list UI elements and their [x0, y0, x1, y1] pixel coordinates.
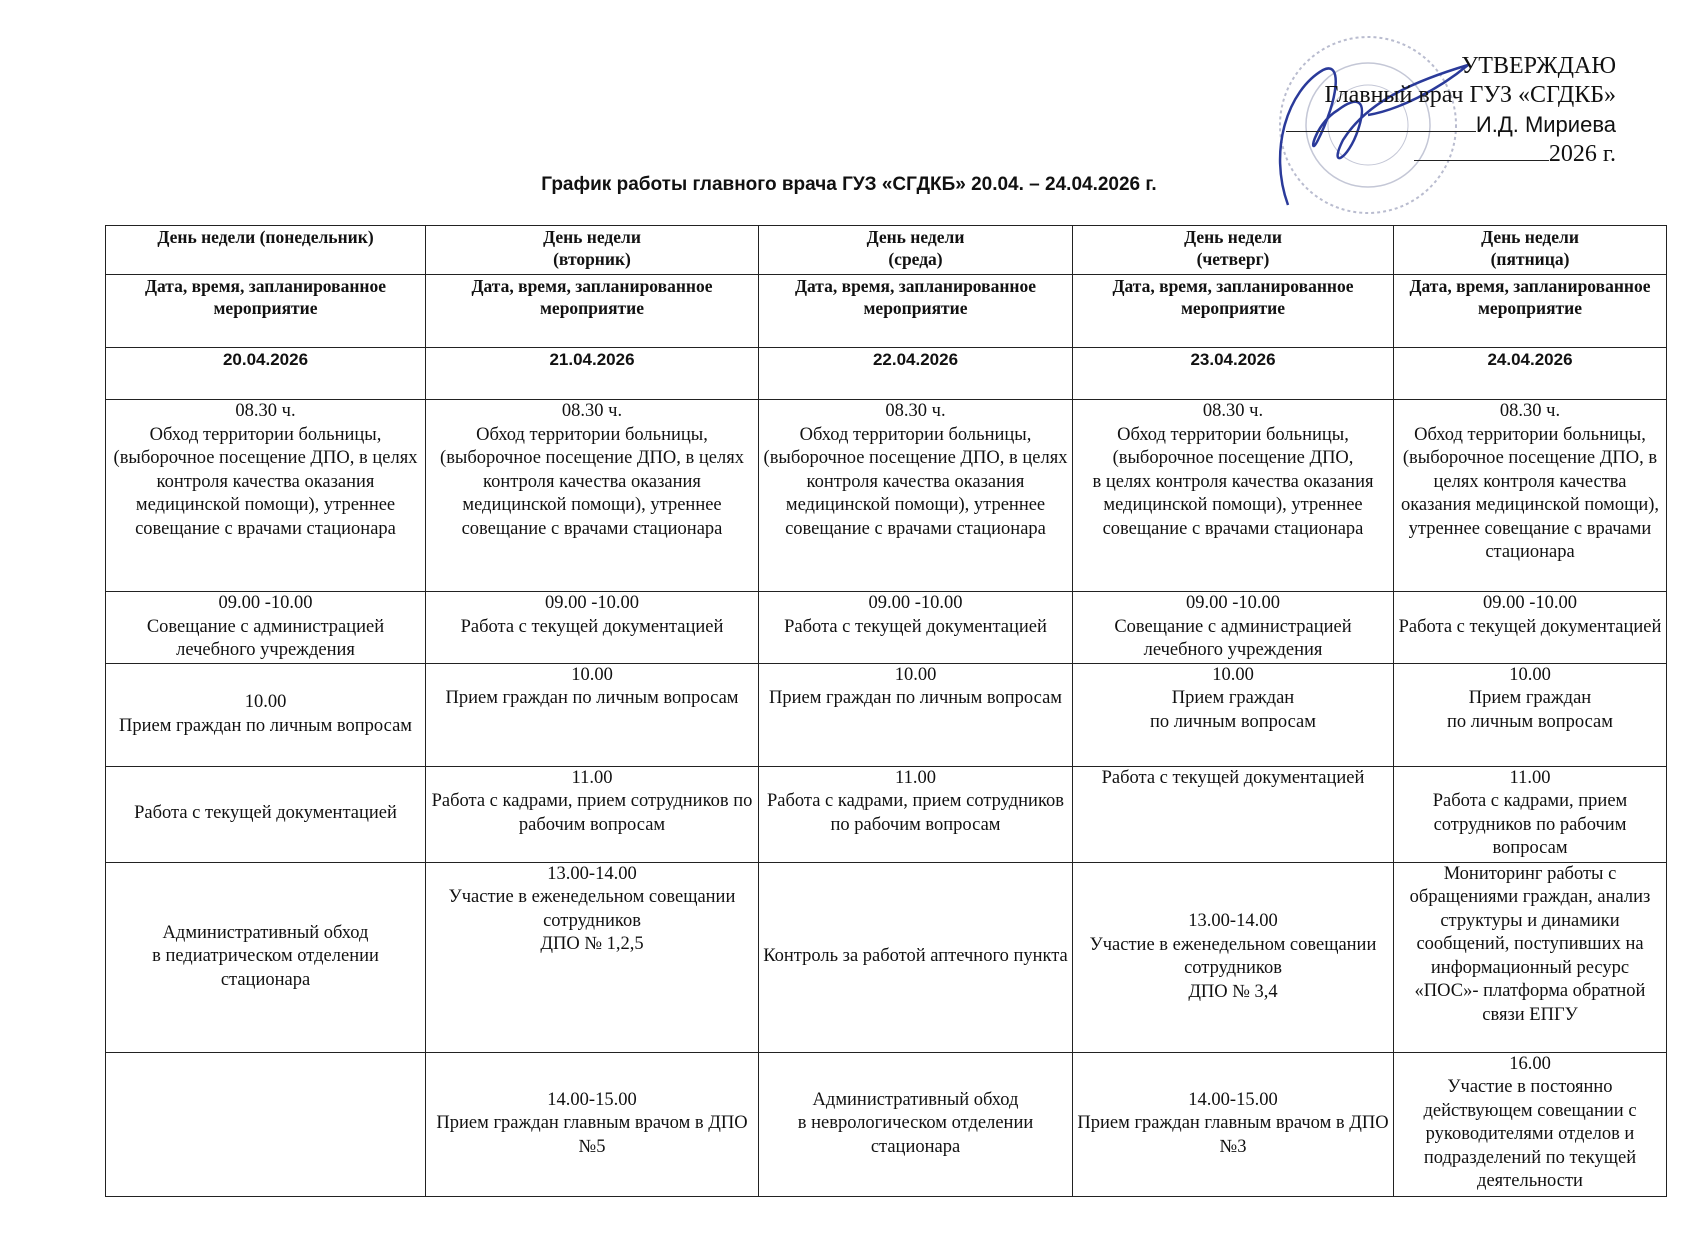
schedule-table: День недели (понедельник) День недели (вт… — [105, 225, 1667, 1197]
schedule-cell: 10.00 Прием граждан по личным вопросам — [758, 662, 1073, 767]
day-header: День недели (среда) — [758, 225, 1073, 275]
approve-label: УТВЕРЖДАЮ — [1461, 53, 1616, 79]
table-row: Работа с текущей документацией 11.00 Рабо… — [105, 765, 1667, 863]
schedule-cell: 16.00 Участие в постоянно действующем со… — [1393, 1051, 1667, 1197]
table-row: 09.00 -10.00 Совещание с администрацией … — [105, 591, 1667, 664]
approver-position: Главный врач ГУЗ «СГДКБ» — [1324, 82, 1616, 108]
schedule-cell: 08.30 ч. Обход территории больницы, (выб… — [105, 399, 426, 592]
schedule-cell: 11.00 Работа с кадрами, прием сотруднико… — [758, 765, 1073, 863]
signature-line — [1285, 111, 1476, 132]
schedule-cell: 13.00-14.00 Участие в еженедельном совещ… — [425, 861, 759, 1053]
schedule-cell — [105, 1051, 426, 1197]
schedule-cell: Административный обход в неврологическом… — [758, 1051, 1073, 1197]
schedule-cell: 09.00 -10.00 Работа с текущей документац… — [1393, 591, 1667, 664]
date-cell: 22.04.2026 — [758, 347, 1073, 400]
schedule-cell: 08.30 ч. Обход территории больницы, (выб… — [425, 399, 759, 592]
column-subheader: Дата, время, запланированное мероприятие — [1393, 274, 1667, 348]
schedule-cell: Мониторинг работы с обращениями граждан,… — [1393, 861, 1667, 1053]
schedule-cell: Работа с текущей документацией — [105, 765, 426, 863]
schedule-cell: 10.00 Прием граждан по личным вопросам — [1072, 662, 1394, 767]
column-subheader: Дата, время, запланированное мероприятие — [105, 274, 426, 348]
day-header: День недели (четверг) — [1072, 225, 1394, 275]
schedule-cell: 09.00 -10.00 Совещание с администрацией … — [1072, 591, 1394, 664]
column-subheader: Дата, время, запланированное мероприятие — [1072, 274, 1394, 348]
schedule-cell: 13.00-14.00 Участие в еженедельном совещ… — [1072, 861, 1394, 1053]
schedule-cell: Работа с текущей документацией — [1072, 765, 1394, 863]
schedule-cell: 08.30 ч. Обход территории больницы, (выб… — [758, 399, 1073, 592]
schedule-cell: 10.00 Прием граждан по личным вопросам — [105, 662, 426, 767]
table-row: Административный обход в педиатрическом … — [105, 861, 1667, 1053]
schedule-cell: 09.00 -10.00 Совещание с администрацией … — [105, 591, 426, 664]
column-subheader: Дата, время, запланированное мероприятие — [758, 274, 1073, 348]
schedule-cell: 14.00-15.00 Прием граждан главным врачом… — [1072, 1051, 1394, 1197]
date-cell: 21.04.2026 — [425, 347, 759, 400]
day-header-row: День недели (понедельник) День недели (вт… — [105, 225, 1667, 275]
schedule-cell: 10.00 Прием граждан по личным вопросам — [425, 662, 759, 767]
subheader-row: Дата, время, запланированное мероприятие… — [105, 274, 1667, 348]
table-row: 08.30 ч. Обход территории больницы, (выб… — [105, 399, 1667, 592]
date-cell: 24.04.2026 — [1393, 347, 1667, 400]
schedule-cell: Административный обход в педиатрическом … — [105, 861, 426, 1053]
stamp-signature — [1278, 36, 1469, 214]
document-title: График работы главного врача ГУЗ «СГДКБ»… — [541, 174, 1157, 195]
schedule-cell: 09.00 -10.00 Работа с текущей документац… — [425, 591, 759, 664]
date-line — [1413, 140, 1549, 161]
table-row: 14.00-15.00 Прием граждан главным врачом… — [105, 1051, 1667, 1197]
schedule-cell: 11.00 Работа с кадрами, прием сотруднико… — [1393, 765, 1667, 863]
day-header: День недели (пятница) — [1393, 225, 1667, 275]
schedule-cell: 08.30 ч. Обход территории больницы, (выб… — [1072, 399, 1394, 592]
day-header: День недели (понедельник) — [105, 225, 426, 275]
schedule-cell: 11.00 Работа с кадрами, прием сотруднико… — [425, 765, 759, 863]
approval-year: 2026 г. — [1548, 141, 1616, 167]
schedule-cell: Контроль за работой аптечного пункта — [758, 861, 1073, 1053]
date-cell: 23.04.2026 — [1072, 347, 1394, 400]
approver-name: И.Д. Мириева — [1475, 112, 1616, 137]
table-row: 10.00 Прием граждан по личным вопросам 10… — [105, 662, 1667, 767]
schedule-cell: 14.00-15.00 Прием граждан главным врачом… — [425, 1051, 759, 1197]
column-subheader: Дата, время, запланированное мероприятие — [425, 274, 759, 348]
schedule-cell: 10.00 Прием граждан по личным вопросам — [1393, 662, 1667, 767]
approval-block: УТВЕРЖДАЮ Главный врач ГУЗ «СГДКБ» И.Д. … — [1285, 52, 1616, 169]
schedule-cell: 09.00 -10.00 Работа с текущей документац… — [758, 591, 1073, 664]
day-header: День недели (вторник) — [425, 225, 759, 275]
date-cell: 20.04.2026 — [105, 347, 426, 400]
date-row: 20.04.2026 21.04.2026 22.04.2026 23.04.2026… — [105, 347, 1667, 400]
schedule-cell: 08.30 ч. Обход территории больницы, (выб… — [1393, 399, 1667, 592]
